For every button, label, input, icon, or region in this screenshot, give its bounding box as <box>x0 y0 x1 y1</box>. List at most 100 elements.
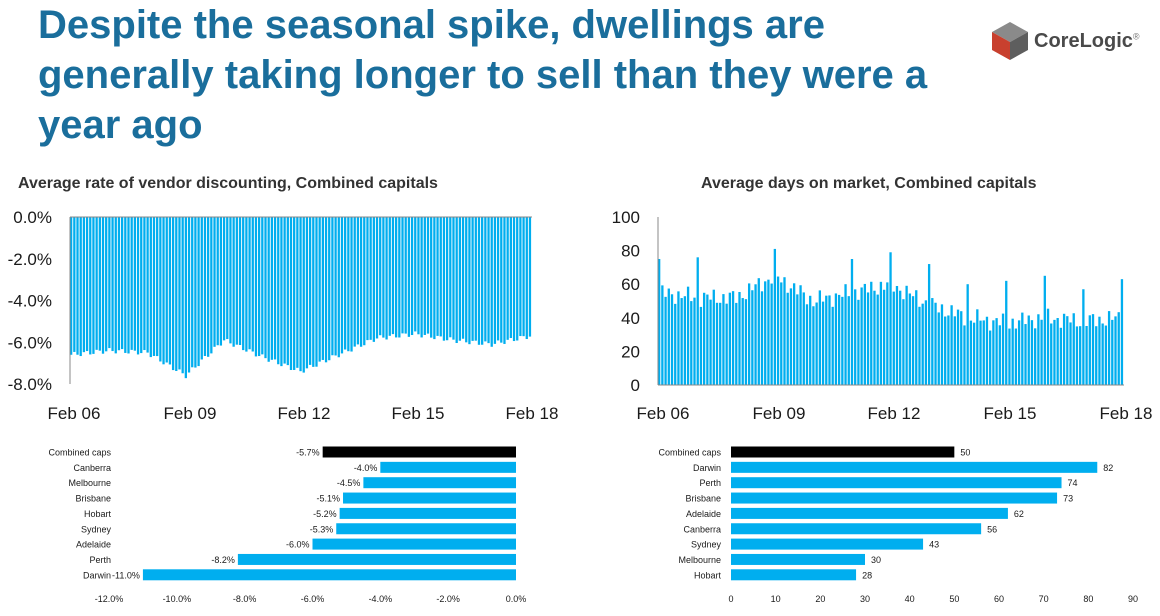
discount-city-bar <box>339 507 516 519</box>
dom-bar <box>960 311 963 385</box>
discount-bar <box>203 217 207 357</box>
discount-bar <box>516 217 519 341</box>
dom-bar <box>963 325 966 385</box>
dom-bar <box>661 285 664 385</box>
dom-bar <box>1085 326 1088 385</box>
discount-bar <box>426 217 430 334</box>
dom-bar <box>719 302 722 385</box>
dom-bar <box>1107 311 1111 385</box>
discount-value-label: -4.0% <box>354 463 378 473</box>
discount-bar <box>525 217 528 340</box>
dom-bar <box>989 330 992 385</box>
dom-bar <box>1017 320 1021 385</box>
dom-bar <box>825 295 828 385</box>
discount-bar <box>191 217 194 368</box>
dom-bar <box>690 301 693 385</box>
dom-bar <box>744 299 748 385</box>
dom-bar <box>802 292 805 385</box>
discount-bar <box>133 217 137 351</box>
dom-bar <box>1079 326 1082 385</box>
discount-bar <box>394 217 398 338</box>
discount-bar <box>235 217 238 345</box>
discount-bar <box>420 217 423 338</box>
dom-bar <box>998 325 1001 385</box>
discount-value-label: -5.7% <box>296 448 320 458</box>
dom-value-label: 28 <box>862 570 872 580</box>
discount-bar <box>156 217 159 357</box>
discount-bar <box>264 217 267 359</box>
discount-bar <box>366 217 369 341</box>
dom-bar <box>895 285 899 385</box>
dom-bar <box>947 315 950 385</box>
dom-bar <box>799 285 802 385</box>
dom-city-x-tick: 10 <box>771 594 781 604</box>
discount-city-x-tick: -2.0% <box>436 594 460 604</box>
discount-bar <box>85 217 89 352</box>
discount-bar <box>363 217 366 346</box>
discount-city-x-tick: -4.0% <box>369 594 393 604</box>
dom-bar <box>953 316 956 385</box>
dom-bar <box>1066 316 1069 385</box>
dom-bar <box>796 294 799 385</box>
dom-bar <box>741 298 744 385</box>
dom-x-tick-label: Feb 06 <box>637 404 690 423</box>
dom-bar <box>715 302 719 385</box>
discount-bar <box>477 217 481 345</box>
dom-bar <box>674 303 677 385</box>
dom-bar <box>1072 313 1075 385</box>
dom-bar <box>882 289 886 385</box>
dom-bar <box>738 291 741 385</box>
dom-bar <box>857 299 860 385</box>
discount-bar <box>328 217 331 361</box>
dom-bar <box>1001 313 1005 385</box>
discount-bar <box>375 217 379 339</box>
dom-bar <box>834 293 838 385</box>
discount-bar <box>117 217 121 351</box>
dom-value-label: 74 <box>1068 478 1078 488</box>
discount-bar <box>445 217 449 341</box>
dom-x-tick-label: Feb 09 <box>753 404 806 423</box>
discount-bar <box>382 217 385 338</box>
dom-bar <box>1095 326 1098 385</box>
dom-city-label: Darwin <box>693 463 721 473</box>
discount-bar <box>92 217 95 354</box>
dom-bar <box>789 288 793 385</box>
dom-bar <box>870 281 873 385</box>
dom-city-bar <box>731 569 857 581</box>
dom-bar <box>905 285 908 385</box>
dom-bar <box>956 309 960 385</box>
dom-bar <box>1101 323 1104 385</box>
dom-bar <box>879 281 883 385</box>
discount-bar <box>114 217 117 354</box>
dom-city-bar <box>731 523 982 535</box>
discount-bar <box>509 217 512 339</box>
dom-bar <box>757 278 760 385</box>
dom-bar <box>1043 275 1046 385</box>
dom-y-tick-label: 40 <box>621 309 640 328</box>
dom-y-tick-label: 0 <box>631 376 640 395</box>
discount-bar <box>89 217 92 355</box>
dom-bar <box>1037 314 1040 385</box>
discount-bar <box>108 217 111 349</box>
dom-bar <box>702 292 706 385</box>
dom-bar <box>860 287 863 385</box>
discount-y-tick-label: -2.0% <box>8 250 52 269</box>
discount-bar <box>226 217 229 340</box>
discount-x-tick-label: Feb 06 <box>48 404 101 423</box>
discount-bar <box>184 217 187 379</box>
discount-bar <box>120 217 124 350</box>
dom-bar <box>821 301 825 385</box>
discount-bar <box>410 217 414 336</box>
dom-bar <box>1050 323 1053 385</box>
discount-bar <box>159 217 162 362</box>
dom-bar <box>770 283 773 385</box>
dom-bar <box>760 291 764 385</box>
discount-bar <box>528 217 532 337</box>
dom-bar <box>1098 316 1101 385</box>
dom-bar <box>731 291 735 385</box>
discount-bar <box>175 217 178 371</box>
discount-bar <box>359 217 363 347</box>
discount-bar <box>407 217 411 337</box>
discount-bar <box>308 217 312 365</box>
discount-city-x-tick: 0.0% <box>506 594 527 604</box>
